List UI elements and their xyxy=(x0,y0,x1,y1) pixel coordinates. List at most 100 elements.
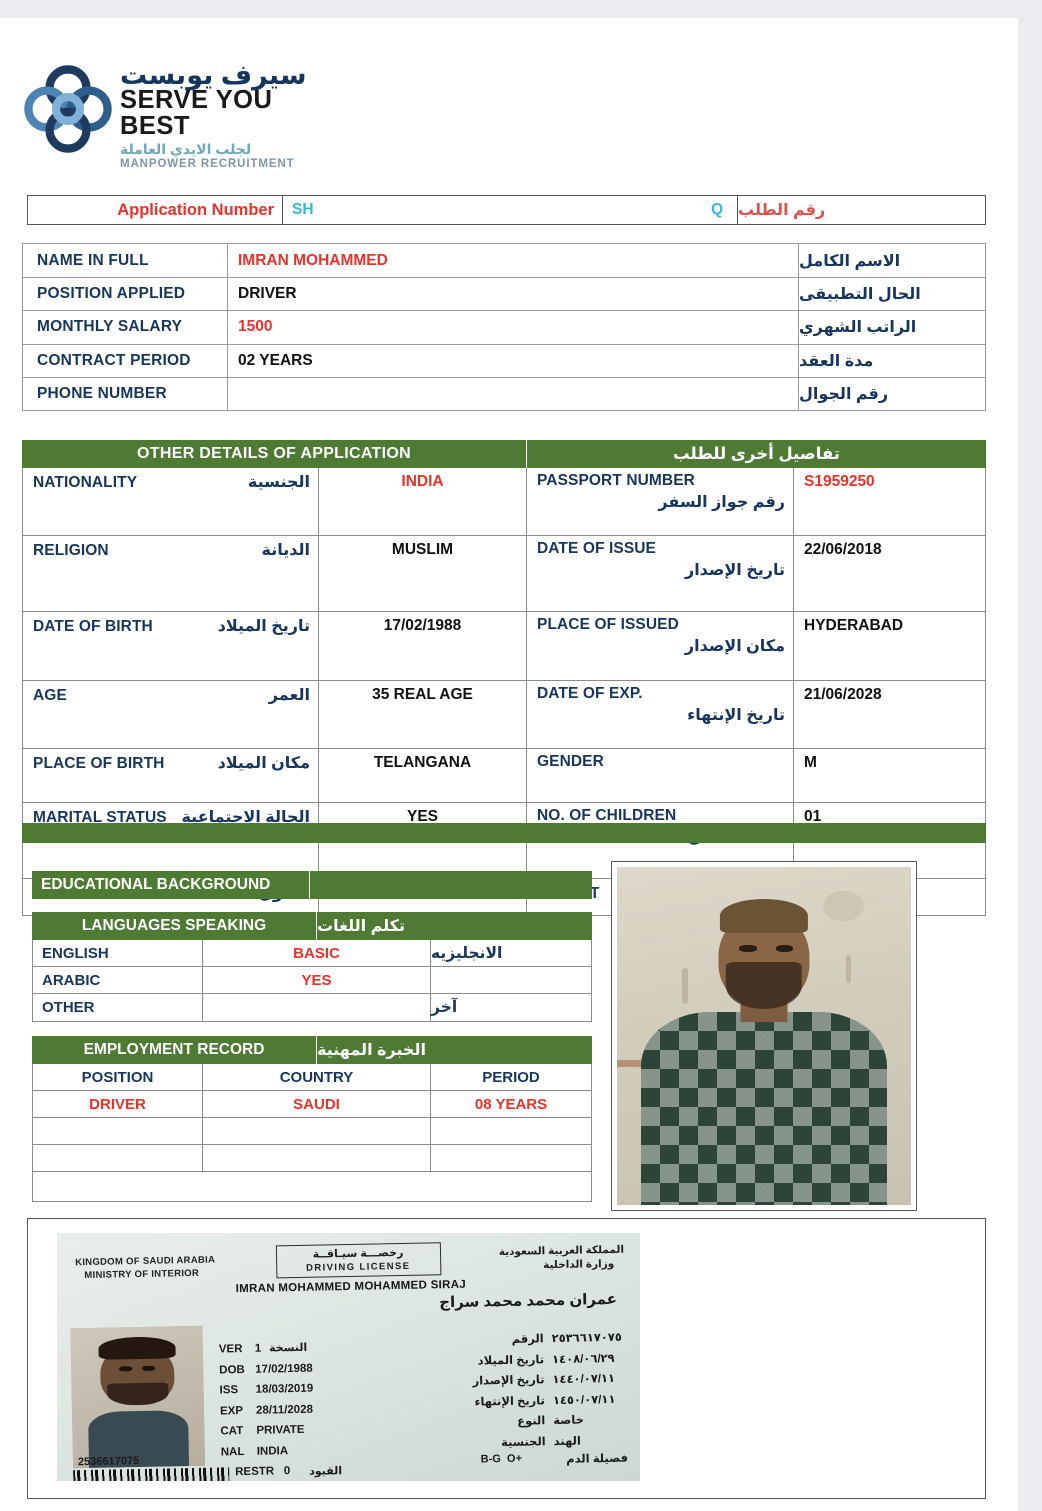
license-ar-number-value: ٢٥٣٦٦١٧٠٧٥ xyxy=(551,1331,622,1346)
employment-period[interactable] xyxy=(431,1145,591,1171)
license-restr-label: RESTR xyxy=(235,1465,275,1479)
employment-header-row: POSITION COUNTRY PERIOD xyxy=(33,1064,591,1091)
summary-row: PHONE NUMBER رقم الجوال xyxy=(23,376,985,410)
summary-arabic-label: الحال التطبيقى xyxy=(799,286,921,304)
detail-right-label-en: GENDER xyxy=(537,753,604,770)
employment-country[interactable] xyxy=(203,1118,431,1144)
detail-left-label: DATE OF BIRTH تاريخ الميلاد xyxy=(23,612,319,680)
summary-row: NAME IN FULL IMRAN MOHAMMED الاسم الكامل xyxy=(23,244,985,278)
photo-wall-mark-2 xyxy=(846,954,852,983)
employment-col-country: COUNTRY xyxy=(203,1064,431,1090)
detail-right-label: DATE OF ISSUE تاريخ الإصدار xyxy=(527,536,794,611)
license-ar-exp-label: تاريخ الإنتهاء xyxy=(474,1394,545,1409)
detail-right-value[interactable]: HYDERABAD xyxy=(804,617,904,634)
detail-left-label-ar: الديانة xyxy=(261,542,310,559)
applicant-photo-frame xyxy=(611,861,917,1211)
license-restr-value: 0 xyxy=(283,1465,291,1478)
language-name: OTHER xyxy=(33,994,203,1021)
license-nal-label: NAL xyxy=(220,1445,245,1458)
license-restr-ar: القيود xyxy=(309,1465,343,1478)
other-details-header: OTHER DETAILS OF APPLICATION تفاصيل أخرى… xyxy=(22,440,986,468)
detail-left-label-en: RELIGION xyxy=(33,542,109,559)
license-ar-dob-label: تاريخ الميلاد xyxy=(477,1353,545,1368)
employment-position[interactable] xyxy=(33,1118,203,1144)
detail-left-value[interactable]: INDIA xyxy=(319,468,527,535)
license-ar-nat-row: الهند الجنسية xyxy=(474,1430,628,1453)
language-arabic-label: الانجليزيه xyxy=(431,944,503,962)
detail-right-value[interactable]: 01 xyxy=(804,808,822,825)
summary-value[interactable]: 1500 xyxy=(228,311,799,344)
language-level[interactable]: BASIC xyxy=(203,940,431,966)
detail-left-label: RELIGION الديانة xyxy=(23,536,319,611)
detail-row: NATIONALITY الجنسية INDIA PASSPORT NUMBER رق… xyxy=(23,468,985,536)
employment-position[interactable]: DRIVER xyxy=(33,1091,203,1117)
detail-right-label: PASSPORT NUMBER رقم جواز السفر xyxy=(527,468,794,535)
employment-position[interactable] xyxy=(33,1145,203,1171)
license-bg-value: O+ xyxy=(506,1452,523,1465)
detail-right-value[interactable]: S1959250 xyxy=(804,473,875,490)
detail-left-value[interactable]: 17/02/1988 xyxy=(319,612,527,680)
detail-left-value[interactable]: MUSLIM xyxy=(319,536,527,611)
license-ar-dob-value: ١٤٠٨/٠٦/٢٩ xyxy=(551,1352,615,1366)
employment-record-header-ar: الخبرة المهنية xyxy=(317,1042,426,1059)
employment-country[interactable] xyxy=(203,1145,431,1171)
summary-label: MONTHLY SALARY xyxy=(23,311,228,344)
summary-label: POSITION APPLIED xyxy=(23,278,228,311)
detail-left-value[interactable]: TELANGANA xyxy=(319,749,527,802)
detail-left-label-ar: الجنسية xyxy=(247,474,310,491)
application-number-bar: Application Number SH Q رقم الطلب xyxy=(27,195,986,225)
languages-header-ar: تكلم اللغات xyxy=(317,918,405,935)
license-portrait xyxy=(70,1325,206,1469)
photo-person-eye-right xyxy=(775,944,794,953)
detail-right-value[interactable]: 21/06/2028 xyxy=(804,686,882,703)
license-country-ar-2: وزارة الداخلية xyxy=(543,1257,615,1272)
employment-spacer-row xyxy=(33,1172,591,1201)
summary-arabic-label: الراتب الشهري xyxy=(799,319,917,337)
license-serial-number: 2536617075 xyxy=(77,1455,140,1469)
employment-spacer-c xyxy=(431,1172,591,1201)
employment-country[interactable]: SAUDI xyxy=(203,1091,431,1117)
detail-right-label: PLACE OF ISSUED مكان الإصدار xyxy=(527,612,794,680)
detail-left-value[interactable]: 35 REAL AGE xyxy=(319,681,527,748)
employment-period[interactable] xyxy=(431,1118,591,1144)
language-row: ARABIC YES xyxy=(33,967,591,994)
detail-left-label-ar: مكان الميلاد xyxy=(217,755,310,772)
language-level[interactable] xyxy=(203,994,431,1021)
employment-record-header: EMPLOYMENT RECORD الخبرة المهنية xyxy=(32,1036,592,1064)
employment-period[interactable]: 08 YEARS xyxy=(474,1095,548,1113)
photo-person-cap xyxy=(719,899,809,933)
application-number-label: Application Number xyxy=(117,200,274,219)
summary-value[interactable]: IMRAN MOHAMMED xyxy=(228,244,799,278)
application-number-arabic-label: رقم الطلب xyxy=(737,196,985,224)
summary-value[interactable] xyxy=(228,377,799,410)
license-iss-row: ISS 18/03/2019 xyxy=(219,1379,314,1401)
detail-row: PLACE OF BIRTH مكان الميلاد TELANGANA GENDE… xyxy=(23,749,985,803)
summary-label: CONTRACT PERIOD xyxy=(23,344,228,377)
detail-right-value[interactable]: 22/06/2018 xyxy=(804,541,882,558)
license-iss-label: ISS xyxy=(219,1384,239,1397)
license-iss-value: 18/03/2019 xyxy=(255,1382,314,1396)
summary-arabic-label: مدة العقد xyxy=(799,352,874,370)
license-exp-label: EXP xyxy=(219,1404,244,1417)
application-number-qmark: Q xyxy=(710,201,724,218)
detail-right-label: DATE OF EXP. تاريخ الإنتهاء xyxy=(527,681,794,748)
application-number-value[interactable]: SH xyxy=(282,196,697,224)
applicant-photo xyxy=(617,867,911,1205)
language-level[interactable]: YES xyxy=(203,967,431,993)
license-cat-label: CAT xyxy=(220,1425,244,1438)
license-barcode xyxy=(73,1467,230,1481)
license-restr: RESTR 0 xyxy=(235,1465,290,1478)
detail-left-label: PLACE OF BIRTH مكان الميلاد xyxy=(23,749,319,802)
detail-right-value[interactable]: M xyxy=(804,754,817,771)
language-row: ENGLISH BASIC الانجليزيه xyxy=(33,940,591,967)
license-cat-value: PRIVATE xyxy=(256,1423,305,1437)
license-portrait-eye-left xyxy=(118,1366,132,1372)
summary-value[interactable]: DRIVER xyxy=(228,278,799,311)
employment-row: DRIVER SAUDI 08 YEARS xyxy=(33,1091,591,1118)
detail-right-label-en: DATE OF ISSUE xyxy=(537,540,656,557)
detail-row: RELIGION الديانة MUSLIM DATE OF ISSUE تاريخ … xyxy=(23,536,985,612)
summary-value[interactable]: 02 YEARS xyxy=(228,344,799,377)
other-details-header-ar: تفاصيل أخرى للطلب xyxy=(673,445,840,463)
license-country-ar-1: المملكة العربية السعودية xyxy=(498,1243,625,1259)
